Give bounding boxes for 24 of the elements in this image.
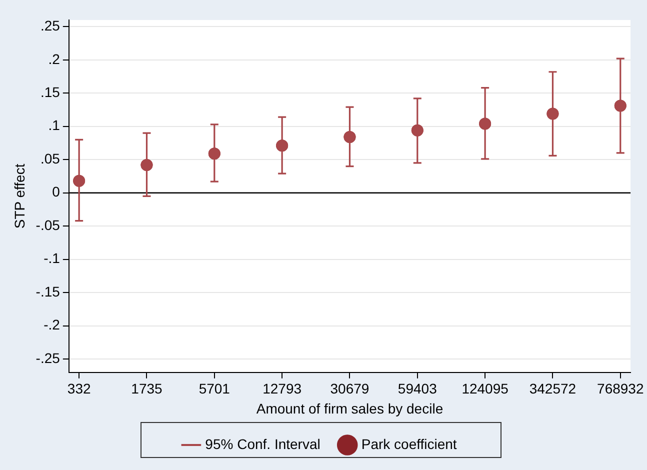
y-tick-label: -.15 xyxy=(36,283,60,300)
x-tick-label: 12793 xyxy=(262,380,302,397)
x-tick-label: 124095 xyxy=(462,380,509,397)
y-tick-label: 0 xyxy=(52,184,60,200)
y-tick-label: .05 xyxy=(40,150,60,166)
y-tick-label: .2 xyxy=(48,50,60,67)
x-tick-label: 30679 xyxy=(330,380,370,397)
y-tick-label: .15 xyxy=(40,84,60,100)
y-tick-label: .25 xyxy=(40,18,60,34)
x-tick-label: 1735 xyxy=(131,380,163,397)
x-tick-label: 5701 xyxy=(198,380,230,397)
x-tick-label: 332 xyxy=(67,380,91,397)
x-tick-label: 59403 xyxy=(398,380,438,397)
y-axis-title: STP effect xyxy=(11,164,28,229)
x-tick-label: 768932 xyxy=(597,380,644,397)
x-tick-label: 342572 xyxy=(529,380,576,397)
legend-label: Park coefficient xyxy=(361,436,457,452)
y-tick-label: -.1 xyxy=(44,250,60,266)
y-tick-label: -.05 xyxy=(36,216,60,233)
y-tick-label: .1 xyxy=(48,117,60,134)
y-tick-label: -.25 xyxy=(36,350,60,366)
y-tick-label: -.2 xyxy=(44,316,60,333)
x-axis-title: Amount of firm sales by decile xyxy=(256,400,444,416)
legend-label: 95% Conf. Interval xyxy=(205,436,320,452)
